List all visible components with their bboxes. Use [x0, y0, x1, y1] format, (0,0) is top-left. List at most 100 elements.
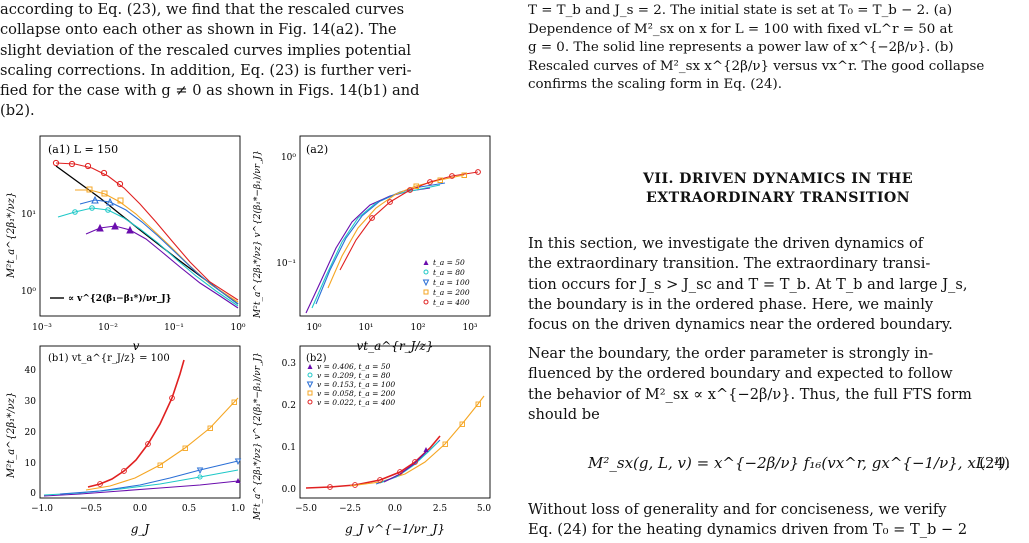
legend-entry: v = 0.153, t_a = 100	[317, 380, 395, 389]
panel-b1-ylabel: M²t_a^{2β₁*/νz}	[6, 392, 17, 479]
text-line: Eq. (24) for the heating dynamics driven…	[528, 521, 968, 539]
figure-14: (a1) L = 150 (a2) (b1) vt_a^{r_J/z} = 10…	[6, 135, 492, 536]
panel-b1-label: (b1) vt_a^{r_J/z} = 100	[48, 353, 170, 364]
legend-marker	[423, 260, 429, 265]
marker	[442, 441, 448, 447]
tick-label: 0.2	[282, 401, 296, 411]
marker	[121, 468, 127, 474]
panel-b2-markers	[327, 401, 481, 490]
legend-marker	[423, 269, 429, 275]
series-line-ta400	[87, 359, 185, 488]
marker	[387, 199, 393, 205]
marker	[116, 180, 124, 188]
series-line-ta50	[305, 187, 431, 314]
tick-label: 10⁰	[281, 153, 296, 163]
panel-a1-frame	[39, 135, 241, 317]
series-line-ta100	[59, 460, 239, 495]
marker	[437, 177, 443, 183]
tick-label: 0.0	[133, 504, 148, 514]
section-heading: VII. DRIVEN DYNAMICS IN THE EXTRAORDINAR…	[528, 170, 1028, 208]
intro-line: fied for the case with g ≠ 0 as shown in…	[0, 82, 420, 100]
panel-a1-plot	[55, 162, 239, 309]
marker	[145, 441, 151, 447]
panel-b1-plot	[43, 359, 239, 497]
marker	[475, 401, 481, 407]
tick-label: 20	[25, 428, 37, 438]
tick-label: 0.0	[388, 504, 403, 514]
marker	[352, 482, 358, 488]
tick-label: 10⁻¹	[276, 259, 296, 269]
marker	[100, 169, 108, 177]
intro-line: (b2).	[0, 102, 35, 120]
marker	[157, 462, 163, 468]
legend-entry: t_a = 400	[433, 298, 470, 307]
paragraph-1: In this section, we investigate the driv…	[528, 234, 1028, 335]
legend-entry: v = 0.209, t_a = 80	[317, 371, 391, 380]
tick-label: 30	[25, 397, 37, 407]
series-line-ta200	[349, 395, 485, 487]
caption-line: g = 0. The solid line represents a power…	[528, 40, 954, 55]
paragraph-3: Without loss of generality and for conci…	[528, 500, 1028, 541]
figure-15-caption: T = T_b and J_s = 2. The initial state i…	[528, 2, 1028, 95]
text-line: Near the boundary, the order parameter i…	[528, 345, 934, 362]
intro-line: collapse onto each other as shown in Fig…	[0, 21, 397, 39]
legend-entry: t_a = 200	[433, 288, 470, 297]
marker	[427, 179, 433, 185]
marker	[397, 469, 403, 475]
marker	[423, 447, 429, 452]
marker	[207, 425, 213, 431]
tick-label: 10³	[462, 323, 477, 333]
text-line: should be	[528, 405, 600, 423]
marker	[412, 459, 418, 465]
legend-entry: t_a = 100	[433, 278, 470, 287]
panel-a1-label: (a1) L = 150	[48, 143, 118, 156]
panel-a1-legend-line: ∝ v^{2(β₁−β₁*)/νr_J}	[68, 293, 172, 304]
panel-a2-markers	[369, 169, 481, 221]
panel-a2-legend: t_a = 50 t_a = 80 t_a = 100 t_a = 200 t_…	[422, 258, 470, 307]
marker	[84, 162, 92, 170]
series-line-ta50	[383, 451, 427, 483]
marker	[105, 207, 111, 213]
tick-label: 0.0	[282, 485, 297, 495]
marker	[377, 477, 383, 483]
tick-label: 0	[30, 489, 36, 499]
panel-a1-xlabel: v	[133, 339, 140, 353]
tick-label: 40	[25, 366, 37, 376]
tick-label: 5.0	[477, 504, 492, 514]
marker	[117, 197, 124, 204]
series-line-ta80	[57, 207, 239, 307]
text-line: the extraordinary transition. The extrao…	[528, 255, 931, 273]
text-line: focus on the driven dynamics near the or…	[528, 316, 953, 334]
legend-entry: v = 0.406, t_a = 50	[317, 362, 391, 371]
panel-b2-label: (b2)	[306, 353, 327, 364]
tick-label: 10⁻²	[98, 323, 118, 333]
marker	[68, 160, 76, 168]
panel-a1-markers	[52, 159, 134, 234]
panel-b2-ylabel: M²t_a^{2β₁*/νz} v^{2(β₁*−β₁)/νr_J}	[252, 352, 263, 521]
marker	[97, 481, 103, 487]
panel-b1-frame	[39, 345, 241, 499]
marker	[449, 173, 455, 179]
tick-label: 10⁰	[21, 287, 36, 297]
marker	[96, 223, 104, 232]
marker	[407, 187, 413, 193]
panel-a1-ylabel: M²t_a^{2β₁*/νz}	[6, 192, 17, 279]
tick-label: 10⁰	[306, 323, 321, 333]
series-line-ta100	[79, 199, 239, 305]
tick-label: −2.5	[339, 504, 361, 514]
section-title-line2: EXTRAORDINARY TRANSITION	[646, 190, 910, 206]
text-line: Without loss of generality and for conci…	[528, 501, 947, 518]
legend-marker	[306, 381, 314, 389]
panel-b1-xlabel: g_J	[131, 522, 151, 536]
marker	[327, 484, 333, 490]
marker	[52, 159, 60, 167]
text-line: tion occurs for J_s > J_sc and T = T_b. …	[528, 275, 968, 293]
tick-label: 2.5	[433, 504, 448, 514]
marker	[196, 467, 204, 475]
tick-label: −0.5	[80, 504, 102, 514]
series-line-ta200	[327, 174, 465, 289]
panel-b2-legend: v = 0.406, t_a = 50 v = 0.209, t_a = 80 …	[306, 362, 395, 407]
intro-line: scaling corrections. In addition, Eq. (2…	[0, 61, 412, 79]
marker	[89, 205, 95, 211]
marker	[231, 399, 237, 405]
